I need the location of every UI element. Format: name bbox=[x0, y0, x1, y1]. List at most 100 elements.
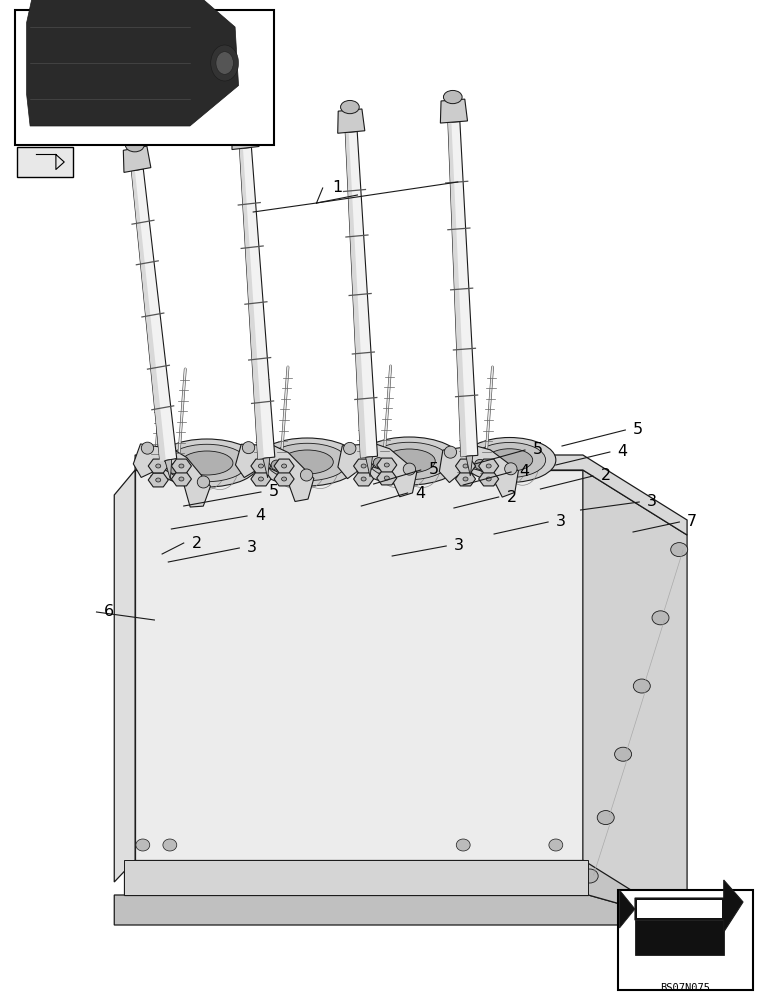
Ellipse shape bbox=[255, 438, 360, 486]
Ellipse shape bbox=[633, 679, 650, 693]
Text: BS07N075: BS07N075 bbox=[661, 983, 710, 993]
Ellipse shape bbox=[581, 869, 598, 883]
Polygon shape bbox=[251, 459, 271, 473]
Polygon shape bbox=[171, 459, 191, 473]
Polygon shape bbox=[619, 890, 635, 928]
Text: 3: 3 bbox=[556, 514, 566, 530]
Bar bbox=[15, 10, 274, 145]
Polygon shape bbox=[377, 458, 397, 472]
Ellipse shape bbox=[374, 458, 384, 468]
Text: 4: 4 bbox=[519, 464, 529, 480]
Ellipse shape bbox=[456, 839, 470, 851]
Ellipse shape bbox=[459, 455, 475, 467]
Ellipse shape bbox=[266, 443, 348, 481]
Ellipse shape bbox=[344, 442, 356, 454]
Ellipse shape bbox=[147, 457, 162, 469]
Polygon shape bbox=[26, 0, 239, 126]
Ellipse shape bbox=[403, 463, 415, 475]
Ellipse shape bbox=[181, 451, 233, 475]
Polygon shape bbox=[337, 109, 365, 133]
Polygon shape bbox=[366, 457, 372, 477]
Polygon shape bbox=[134, 444, 211, 507]
Polygon shape bbox=[440, 99, 468, 123]
Ellipse shape bbox=[282, 477, 286, 481]
Ellipse shape bbox=[300, 469, 313, 481]
Text: 5: 5 bbox=[633, 422, 643, 438]
Polygon shape bbox=[338, 444, 417, 497]
Polygon shape bbox=[131, 170, 166, 462]
Text: 5: 5 bbox=[533, 442, 543, 458]
Text: 3: 3 bbox=[454, 538, 464, 554]
Ellipse shape bbox=[271, 460, 282, 470]
Ellipse shape bbox=[671, 543, 688, 557]
Ellipse shape bbox=[383, 449, 435, 473]
Ellipse shape bbox=[384, 463, 389, 467]
Ellipse shape bbox=[259, 477, 263, 481]
Polygon shape bbox=[124, 146, 151, 172]
Polygon shape bbox=[588, 860, 695, 925]
Text: 6: 6 bbox=[104, 604, 114, 619]
Text: 3: 3 bbox=[647, 494, 657, 510]
Polygon shape bbox=[455, 472, 476, 486]
Ellipse shape bbox=[282, 464, 286, 468]
Text: 2: 2 bbox=[191, 536, 201, 550]
Ellipse shape bbox=[549, 839, 563, 851]
Polygon shape bbox=[345, 132, 367, 458]
Ellipse shape bbox=[156, 464, 161, 468]
Ellipse shape bbox=[505, 463, 517, 475]
Ellipse shape bbox=[463, 464, 468, 468]
Ellipse shape bbox=[652, 611, 669, 625]
Text: 7: 7 bbox=[687, 514, 697, 530]
Ellipse shape bbox=[486, 464, 491, 468]
Polygon shape bbox=[165, 459, 171, 480]
Ellipse shape bbox=[361, 464, 366, 468]
Text: 5: 5 bbox=[269, 485, 279, 499]
Ellipse shape bbox=[216, 52, 233, 74]
Polygon shape bbox=[135, 470, 583, 860]
Polygon shape bbox=[251, 472, 271, 486]
Ellipse shape bbox=[198, 476, 210, 488]
Ellipse shape bbox=[486, 477, 491, 481]
Ellipse shape bbox=[598, 811, 615, 825]
Polygon shape bbox=[124, 860, 588, 895]
Polygon shape bbox=[439, 446, 518, 497]
Polygon shape bbox=[636, 900, 723, 918]
Ellipse shape bbox=[136, 839, 150, 851]
Ellipse shape bbox=[475, 459, 486, 469]
Polygon shape bbox=[479, 459, 499, 473]
Polygon shape bbox=[148, 459, 168, 473]
Ellipse shape bbox=[255, 457, 270, 469]
Ellipse shape bbox=[358, 456, 374, 468]
Ellipse shape bbox=[463, 477, 468, 481]
Polygon shape bbox=[448, 122, 467, 457]
Ellipse shape bbox=[444, 446, 456, 458]
Ellipse shape bbox=[368, 442, 450, 480]
Text: 5: 5 bbox=[428, 462, 438, 478]
Ellipse shape bbox=[378, 456, 394, 468]
Polygon shape bbox=[377, 471, 397, 485]
Polygon shape bbox=[232, 125, 259, 150]
Ellipse shape bbox=[361, 477, 366, 481]
Polygon shape bbox=[635, 880, 743, 932]
Bar bbox=[618, 890, 753, 990]
Ellipse shape bbox=[482, 456, 498, 468]
Ellipse shape bbox=[443, 90, 462, 104]
Polygon shape bbox=[635, 920, 724, 955]
Bar bbox=[17, 147, 73, 177]
Polygon shape bbox=[114, 895, 695, 925]
Ellipse shape bbox=[141, 442, 154, 454]
Ellipse shape bbox=[166, 444, 248, 482]
Ellipse shape bbox=[463, 438, 556, 483]
Polygon shape bbox=[263, 458, 269, 478]
Text: 2: 2 bbox=[601, 468, 611, 484]
Polygon shape bbox=[345, 131, 378, 458]
Polygon shape bbox=[354, 472, 374, 486]
Ellipse shape bbox=[169, 464, 180, 474]
Polygon shape bbox=[239, 148, 264, 459]
Polygon shape bbox=[114, 470, 135, 882]
Polygon shape bbox=[354, 459, 374, 473]
Polygon shape bbox=[135, 455, 687, 535]
Text: 4: 4 bbox=[415, 486, 425, 500]
Ellipse shape bbox=[211, 45, 239, 81]
Polygon shape bbox=[148, 473, 168, 487]
